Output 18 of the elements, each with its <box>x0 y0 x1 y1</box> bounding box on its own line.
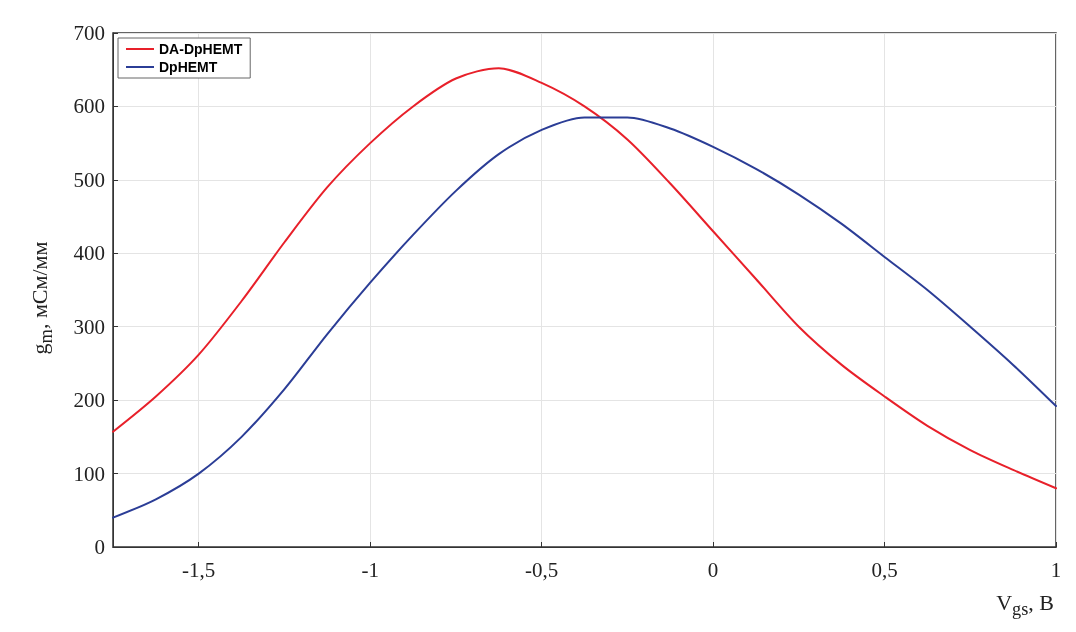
y-tick-label: 0 <box>94 535 105 559</box>
legend-label: DpHEMT <box>159 59 218 75</box>
x-tick-label: 0,5 <box>871 557 898 582</box>
y-tick-label: 700 <box>73 21 105 45</box>
legend-label: DA-DpHEMT <box>159 41 243 57</box>
y-tick-label: 600 <box>73 94 105 119</box>
y-tick-label: 100 <box>73 461 105 486</box>
y-tick-label: 500 <box>73 167 105 192</box>
x-tick-label: 1 <box>1050 557 1062 582</box>
y-tick-label: 200 <box>73 388 105 413</box>
x-axis-title: V$_{gs}$, В <box>996 590 1054 621</box>
y-tick-label: 300 <box>73 314 105 339</box>
x-tick-label: -0,5 <box>525 557 559 582</box>
x-tick-label: -1 <box>361 557 379 582</box>
x-tick-label: -1,5 <box>182 557 216 582</box>
x-tick-label: 0 <box>707 557 719 582</box>
line-series <box>112 116 1057 519</box>
y-tick-label: 400 <box>73 241 105 266</box>
